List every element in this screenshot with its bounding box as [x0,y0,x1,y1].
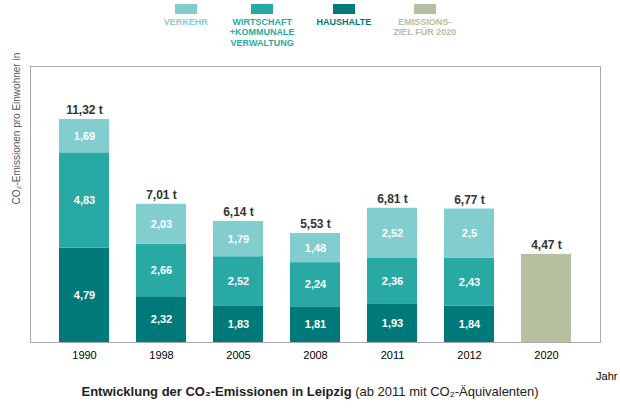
svg-text:1,69: 1,69 [74,130,95,142]
svg-text:2008: 2008 [303,349,327,361]
svg-text:2,5: 2,5 [462,227,477,239]
svg-text:5,53 t: 5,53 t [300,217,331,231]
svg-text:4,79: 4,79 [74,289,95,301]
svg-text:2011: 2011 [381,349,405,361]
svg-text:2,52: 2,52 [382,227,403,239]
svg-text:1,79: 1,79 [228,233,249,245]
svg-text:1,81: 1,81 [305,318,326,330]
svg-text:2,03: 2,03 [151,218,172,230]
html-text:VERKEHR: VERKEHR [163,17,208,27]
svg-text:2,43: 2,43 [459,276,480,288]
svg-text:2012: 2012 [457,349,481,361]
svg-text:1,84: 1,84 [459,318,481,330]
svg-text:6,14 t: 6,14 t [223,205,254,219]
svg-text:2,36: 2,36 [382,275,403,287]
svg-text:2020: 2020 [534,349,558,361]
svg-text:1,48: 1,48 [305,242,326,254]
html-text:EMISSIONS- ZIEL FÜR 2020: EMISSIONS- ZIEL FÜR 2020 [393,17,457,38]
svg-text:6,77 t: 6,77 t [454,193,485,207]
svg-text:2,32: 2,32 [151,313,172,325]
svg-text:Jahr: Jahr [596,370,618,382]
svg-text:2005: 2005 [226,349,250,361]
svg-text:7,01 t: 7,01 t [146,188,177,202]
svg-text:2,24: 2,24 [305,278,327,290]
html-text:Entwicklung der CO₂-Emissionen: Entwicklung der CO₂-Emissionen in Leipzi… [81,384,539,399]
svg-text:4,47 t: 4,47 t [531,238,562,252]
svg-text:1,93: 1,93 [382,317,403,329]
svg-text:11,32 t: 11,32 t [66,103,103,117]
html-text:WIRTSCHAFT +KOMMUNALE VERWALTU: WIRTSCHAFT +KOMMUNALE VERWALTUNG [229,17,295,48]
svg-text:1998: 1998 [149,349,173,361]
svg-text:2,52: 2,52 [228,275,249,287]
svg-text:4,83: 4,83 [74,194,95,206]
svg-text:6,81 t: 6,81 t [377,192,408,206]
html-text:HAUSHALTE: HAUSHALTE [316,17,372,27]
svg-text:1990: 1990 [72,349,96,361]
svg-text:1,83: 1,83 [228,318,249,330]
svg-text:CO₂-Emissionen pro Einwohner i: CO₂-Emissionen pro Einwohner in Tonnen [11,52,22,205]
svg-text:2,66: 2,66 [151,264,172,276]
